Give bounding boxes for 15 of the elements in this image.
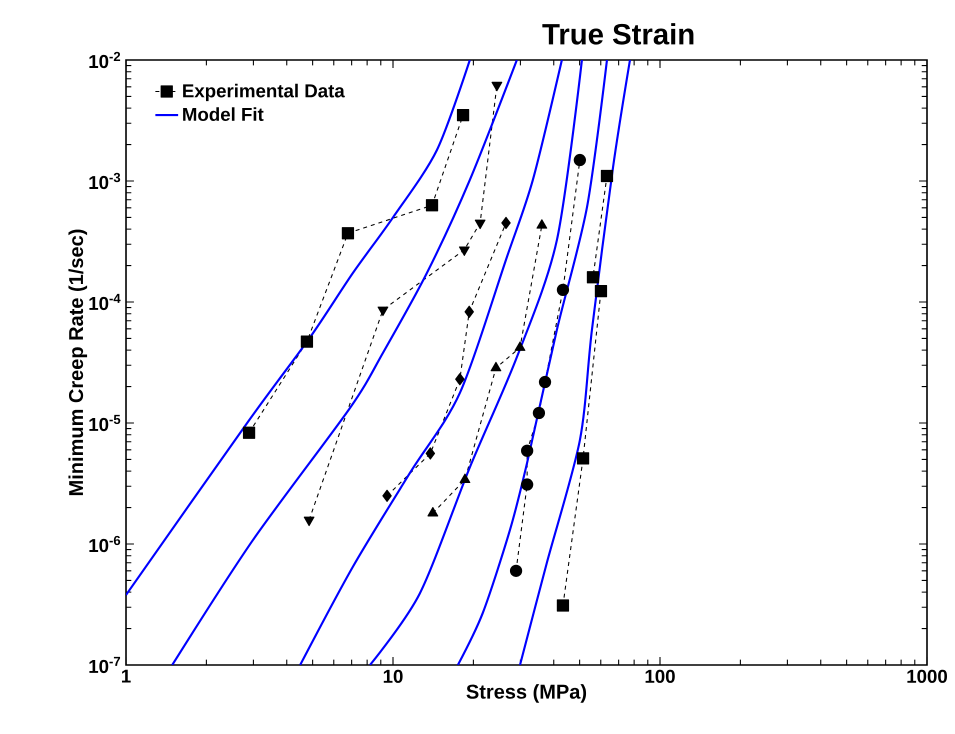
x-tick-label: 1: [122, 670, 131, 683]
x-tick-label: 10: [384, 670, 403, 683]
y-tick-label: 10$^{-4}$: [89, 294, 121, 310]
y-tick-label: 10$^{-3}$: [89, 172, 120, 190]
y-tick-label: 10$^{-7}$: [89, 656, 120, 674]
x-tick-label: 1000: [907, 670, 947, 683]
y-tick-label: 10$^{-2}$: [89, 52, 120, 68]
legend-label: Experimental Data: [183, 84, 345, 102]
legend-label: Model Fit: [183, 107, 264, 121]
y-tick-label: 10$^{-6}$: [89, 536, 120, 552]
x-axis-title: Stress (MPa): [466, 684, 586, 703]
y-tick-label: 10$^{-5}$: [89, 414, 120, 432]
chart-title: True Strain: [542, 23, 694, 45]
x-tick-label: 100: [646, 670, 675, 683]
y-axis-title: Minimum Creep Rate (1/sec): [68, 230, 88, 496]
